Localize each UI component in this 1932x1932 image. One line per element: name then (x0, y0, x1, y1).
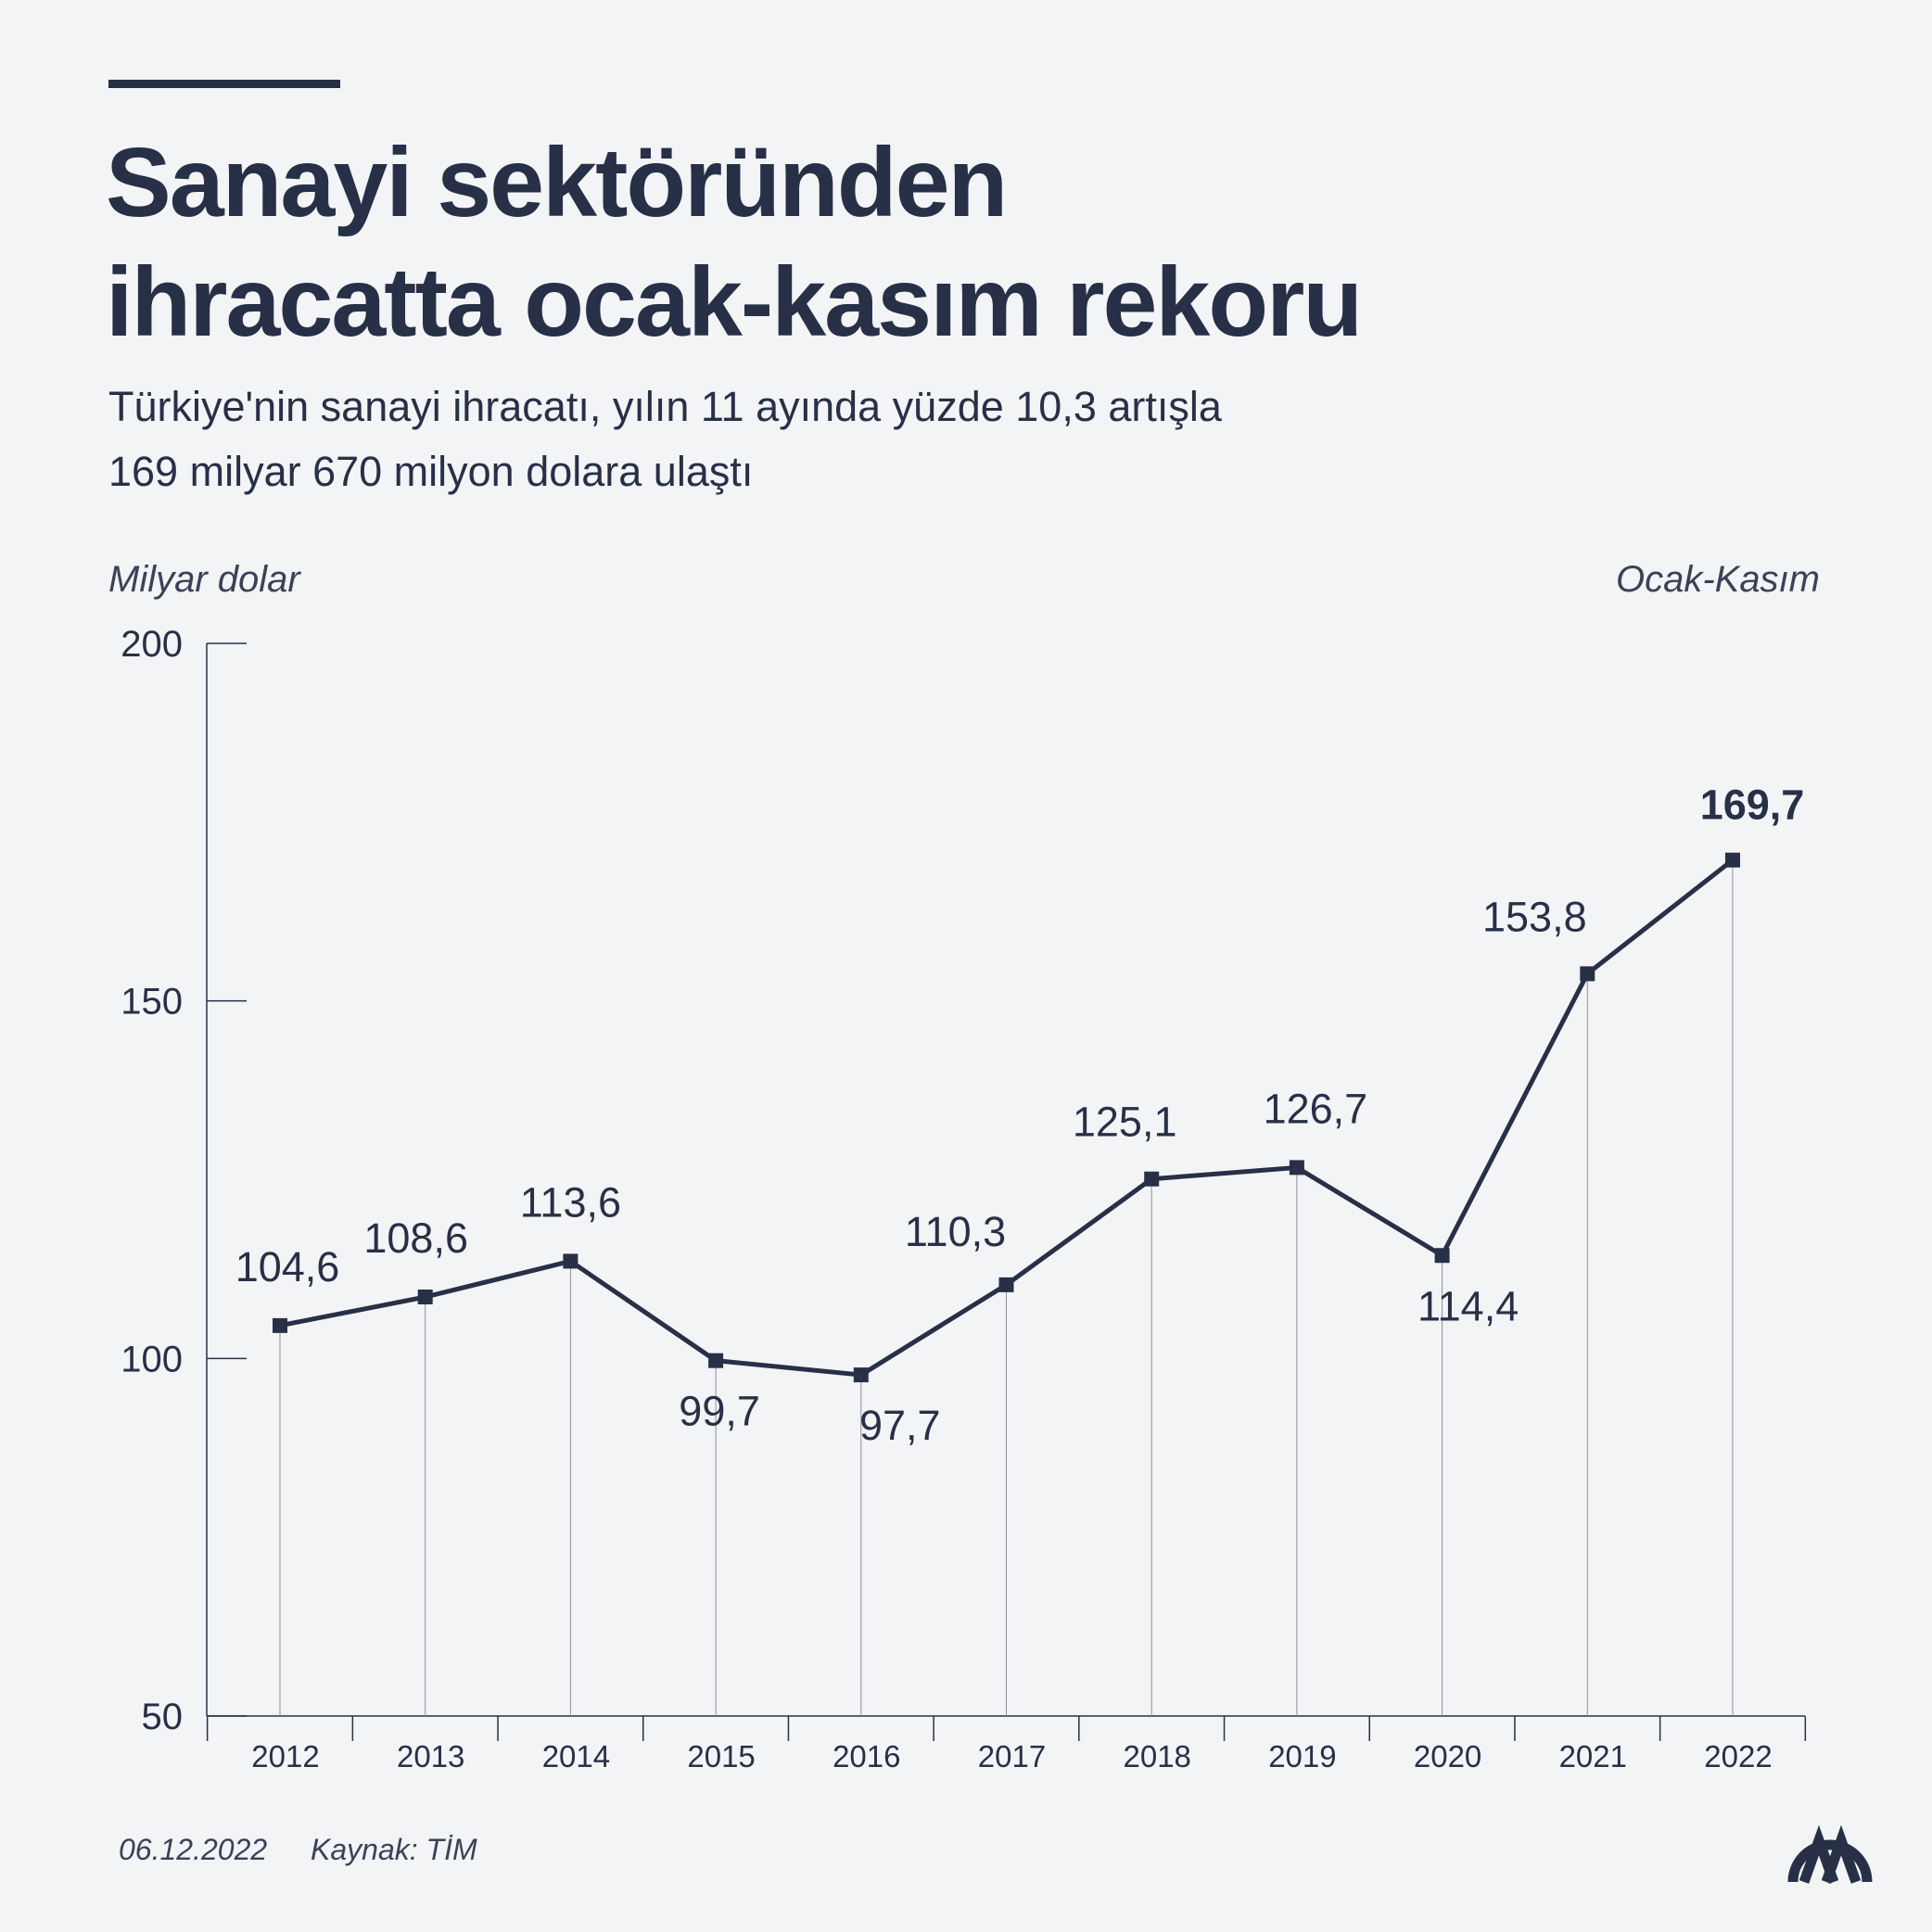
data-label: 169,7 (1700, 782, 1805, 829)
data-label: 125,1 (1073, 1099, 1177, 1146)
x-tick-label: 2017 (978, 1739, 1046, 1773)
data-point (1580, 966, 1595, 982)
data-label: 153,8 (1482, 893, 1587, 940)
data-label: 114,4 (1417, 1282, 1519, 1329)
x-tick-label: 2021 (1559, 1739, 1627, 1773)
data-point (273, 1317, 287, 1333)
x-tick-label: 2019 (1268, 1739, 1336, 1773)
data-label: 110,3 (905, 1208, 1006, 1255)
data-point (417, 1289, 433, 1304)
data-point (1725, 852, 1740, 868)
x-tick-label: 2016 (833, 1739, 900, 1773)
data-point (1144, 1171, 1160, 1187)
data-label: 104,6 (235, 1243, 340, 1290)
logo (1787, 1824, 1873, 1884)
title: Sanayi sektöründen (106, 128, 1006, 237)
x-tick-label: 2014 (542, 1739, 610, 1773)
date: 06.12.2022 (119, 1833, 267, 1866)
data-point (998, 1277, 1014, 1292)
y-axis-label: Milyar dolar (108, 559, 301, 600)
data-point (853, 1367, 869, 1383)
x-tick-label: 2018 (1123, 1739, 1190, 1773)
subtitle: Türkiye'nin sanayi ihracatı, yılın 11 ay… (108, 383, 1223, 430)
source: Kaynak: TİM (311, 1833, 477, 1866)
data-point (1434, 1248, 1450, 1264)
data-point (563, 1253, 578, 1269)
x-tick-label: 2015 (687, 1739, 755, 1773)
data-point (1289, 1160, 1304, 1176)
y-tick-label: 100 (121, 1339, 183, 1379)
data-label: 97,7 (859, 1402, 941, 1449)
data-label: 108,6 (363, 1214, 468, 1262)
subtitle: 169 milyar 670 milyon dolara ulaştı (108, 448, 753, 495)
data-point (708, 1353, 724, 1368)
y-tick-label: 200 (121, 624, 183, 665)
period-label: Ocak-Kasım (1616, 559, 1820, 600)
x-tick-label: 2013 (397, 1739, 464, 1773)
plot: 50 100 150 200 2012 2013 2014 2015 2016 2017 2018 2… (121, 624, 1807, 1773)
y-tick-label: 150 (121, 982, 183, 1023)
y-tick-label: 50 (142, 1697, 184, 1737)
title: ihracatta ocak-kasım rekoru (106, 248, 1361, 357)
x-tick-label: 2022 (1704, 1739, 1772, 1773)
data-label: 99,7 (679, 1388, 760, 1435)
top-bar (108, 80, 340, 88)
x-tick-label: 2020 (1414, 1739, 1481, 1773)
data-label: 113,6 (520, 1178, 621, 1226)
x-tick-label: 2012 (251, 1739, 319, 1773)
data-label: 126,7 (1264, 1085, 1368, 1132)
